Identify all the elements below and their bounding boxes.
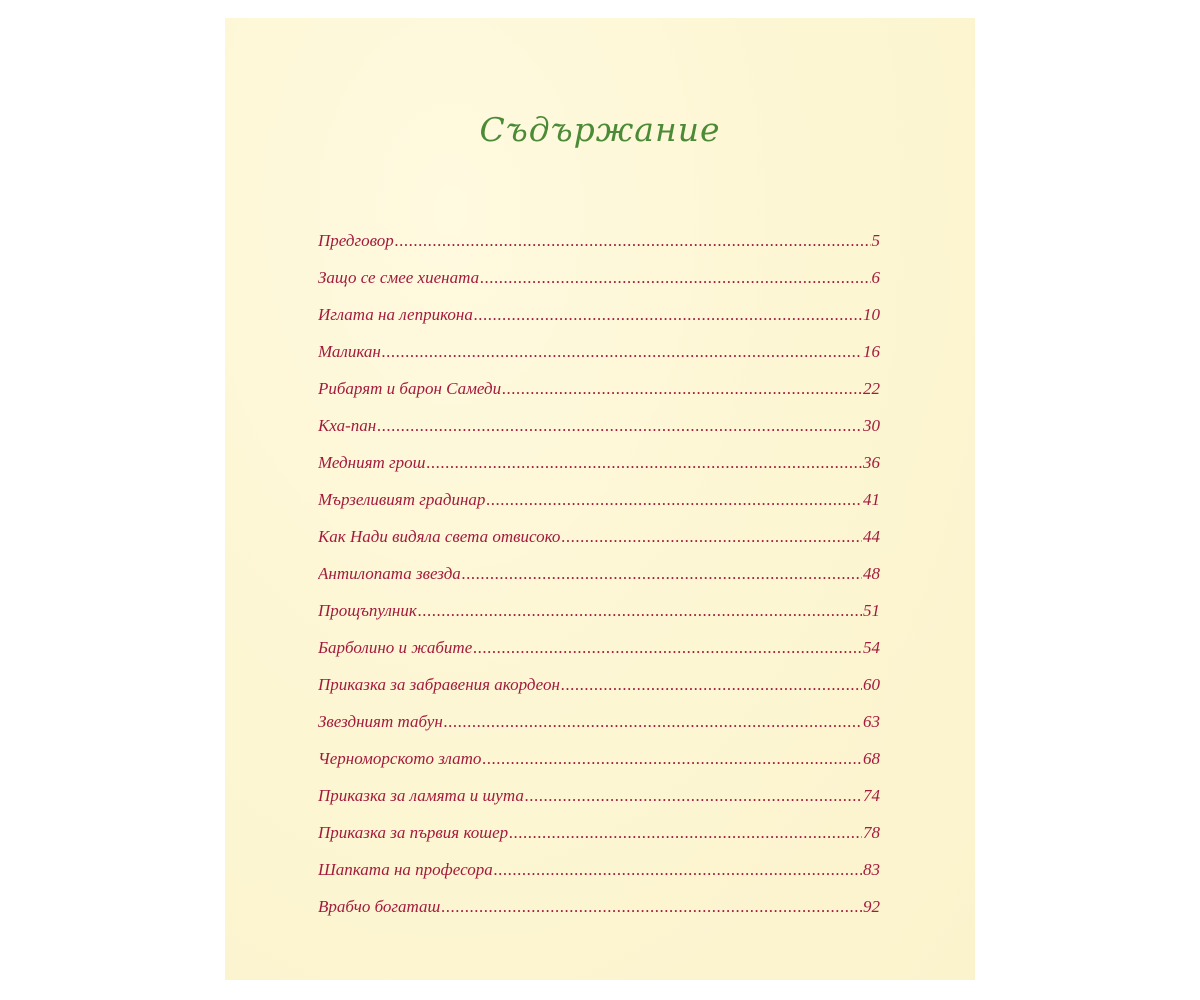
toc-entry-title: Мързеливият градинар bbox=[318, 490, 486, 509]
dot-leader bbox=[561, 527, 862, 547]
dot-leader bbox=[444, 712, 862, 732]
toc-entry-page: 16 bbox=[863, 342, 880, 361]
toc-entry-title: Прощъпулник bbox=[318, 601, 417, 620]
dot-leader bbox=[482, 749, 862, 769]
toc-entry[interactable]: Приказка за забравения акордеон 60 bbox=[318, 675, 880, 712]
toc-entry[interactable]: Иглата на леприкона 10 bbox=[318, 305, 880, 342]
toc-entry[interactable]: Черноморското злато 68 bbox=[318, 749, 880, 786]
toc-entry-page: 6 bbox=[871, 268, 881, 287]
table-of-contents: Предговор 5 Защо се смее хиената 6 Иглата на… bbox=[318, 231, 880, 934]
dot-leader bbox=[509, 823, 862, 843]
toc-entry-page: 36 bbox=[863, 453, 880, 472]
toc-entry-title: Шапката на професора bbox=[318, 860, 493, 879]
toc-entry-page: 60 bbox=[863, 675, 880, 694]
page-title: Съдържание bbox=[479, 110, 721, 149]
dot-leader bbox=[462, 564, 862, 584]
toc-entry-title: Маликан bbox=[318, 342, 381, 361]
dot-leader bbox=[525, 786, 862, 806]
toc-entry-page: 83 bbox=[863, 860, 880, 879]
toc-entry-page: 5 bbox=[871, 231, 881, 250]
toc-entry[interactable]: Как Нади видяла света отвисоко 44 bbox=[318, 527, 880, 564]
toc-entry[interactable]: Звездният табун 63 bbox=[318, 712, 880, 749]
toc-entry[interactable]: Приказка за първия кошер 78 bbox=[318, 823, 880, 860]
toc-entry-title: Барболино и жабите bbox=[318, 638, 473, 657]
toc-entry[interactable]: Мързеливият градинар 41 bbox=[318, 490, 880, 527]
toc-entry[interactable]: Кха-пан 30 bbox=[318, 416, 880, 453]
toc-entry-title: Приказка за първия кошер bbox=[318, 823, 509, 842]
toc-entry-title: Черноморското злато bbox=[318, 749, 482, 768]
toc-entry[interactable]: Барболино и жабите 54 bbox=[318, 638, 880, 675]
toc-entry-title: Звездният табун bbox=[318, 712, 443, 731]
toc-entry[interactable]: Медният грош 36 bbox=[318, 453, 880, 490]
toc-entry-page: 78 bbox=[863, 823, 880, 842]
toc-entry-page: 68 bbox=[863, 749, 880, 768]
toc-entry-page: 10 bbox=[863, 305, 880, 324]
toc-entry-title: Антилопата звезда bbox=[318, 564, 461, 583]
dot-leader bbox=[494, 860, 862, 880]
dot-leader bbox=[395, 231, 871, 251]
book-page: Съдържание Предговор 5 Защо се смее хиенат… bbox=[225, 18, 975, 980]
dot-leader bbox=[418, 601, 862, 621]
toc-entry-title: Рибарят и барон Самеди bbox=[318, 379, 502, 398]
toc-entry-page: 51 bbox=[863, 601, 880, 620]
toc-entry-page: 41 bbox=[863, 490, 880, 509]
toc-entry-title: Приказка за забравения акордеон bbox=[318, 675, 560, 694]
dot-leader bbox=[382, 342, 862, 362]
toc-entry-title: Приказка за ламята и шута bbox=[318, 786, 524, 805]
toc-entry-page: 44 bbox=[863, 527, 880, 546]
toc-entry[interactable]: Прощъпулник 51 bbox=[318, 601, 880, 638]
toc-entry-page: 48 bbox=[863, 564, 880, 583]
dot-leader bbox=[377, 416, 862, 436]
dot-leader bbox=[502, 379, 862, 399]
dot-leader bbox=[480, 268, 870, 288]
toc-entry[interactable]: Рибарят и барон Самеди 22 bbox=[318, 379, 880, 416]
toc-entry-page: 54 bbox=[863, 638, 880, 657]
toc-entry-title: Медният грош bbox=[318, 453, 426, 472]
toc-entry[interactable]: Маликан 16 bbox=[318, 342, 880, 379]
toc-entry-title: Врабчо богаташ bbox=[318, 897, 441, 916]
toc-entry-title: Иглата на леприкона bbox=[318, 305, 473, 324]
toc-entry[interactable]: Предговор 5 bbox=[318, 231, 880, 268]
toc-entry-page: 74 bbox=[863, 786, 880, 805]
toc-entry[interactable]: Приказка за ламята и шута 74 bbox=[318, 786, 880, 823]
toc-entry[interactable]: Шапката на професора 83 bbox=[318, 860, 880, 897]
toc-entry-title: Кха-пан bbox=[318, 416, 377, 435]
toc-entry-page: 22 bbox=[863, 379, 880, 398]
dot-leader bbox=[474, 305, 862, 325]
dot-leader bbox=[441, 897, 862, 917]
toc-entry-title: Предговор bbox=[318, 231, 394, 250]
toc-entry-title: Защо се смее хиената bbox=[318, 268, 480, 287]
dot-leader bbox=[473, 638, 862, 658]
toc-entry-page: 30 bbox=[863, 416, 880, 435]
toc-entry-title: Как Нади видяла света отвисоко bbox=[318, 527, 561, 546]
dot-leader bbox=[426, 453, 862, 473]
toc-entry-page: 63 bbox=[863, 712, 880, 731]
toc-entry[interactable]: Защо се смее хиената 6 bbox=[318, 268, 880, 305]
toc-entry-page: 92 bbox=[863, 897, 880, 916]
toc-entry[interactable]: Врабчо богаташ 92 bbox=[318, 897, 880, 934]
dot-leader bbox=[561, 675, 862, 695]
dot-leader bbox=[486, 490, 862, 510]
toc-entry[interactable]: Антилопата звезда 48 bbox=[318, 564, 880, 601]
